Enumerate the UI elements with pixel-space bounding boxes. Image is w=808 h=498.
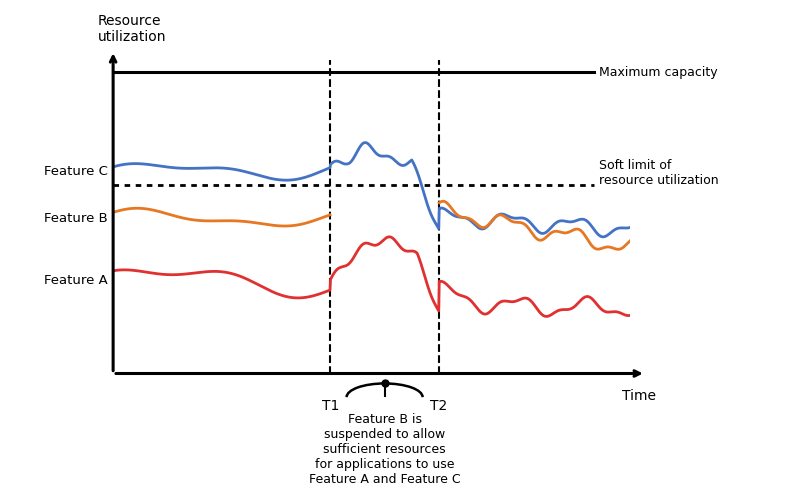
Text: T1: T1 bbox=[322, 398, 339, 413]
Text: T2: T2 bbox=[431, 398, 448, 413]
Text: Resource
utilization: Resource utilization bbox=[98, 14, 166, 44]
Text: Feature B: Feature B bbox=[44, 212, 108, 225]
Text: Feature C: Feature C bbox=[44, 165, 108, 178]
Text: Maximum capacity: Maximum capacity bbox=[600, 66, 718, 79]
Text: Feature B is
suspended to allow
sufficient resources
for applications to use
Fea: Feature B is suspended to allow sufficie… bbox=[309, 413, 461, 487]
Text: Time: Time bbox=[622, 389, 656, 403]
Text: Soft limit of
resource utilization: Soft limit of resource utilization bbox=[600, 159, 719, 187]
Text: Feature A: Feature A bbox=[44, 274, 108, 287]
